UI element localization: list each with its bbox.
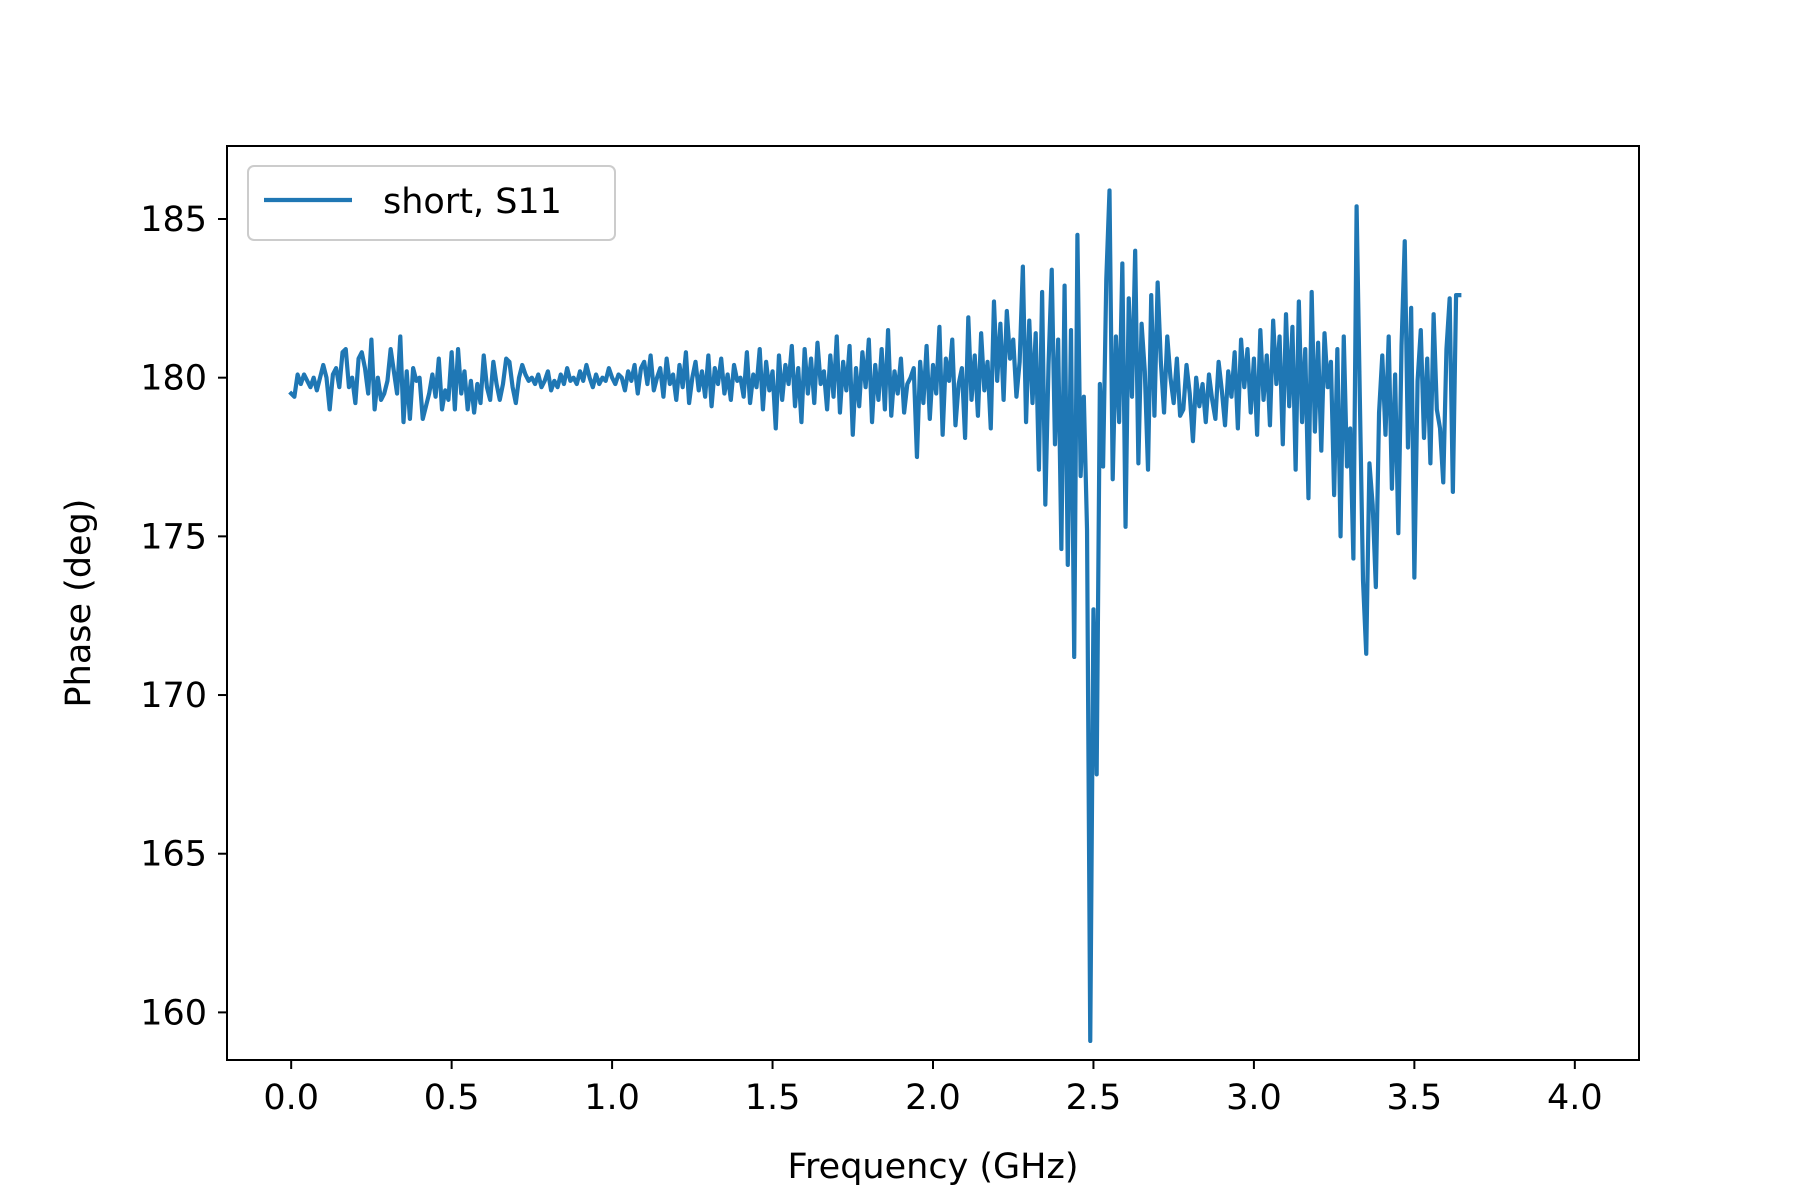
y-tick-label: 160 xyxy=(140,993,207,1033)
x-tick-label: 3.5 xyxy=(1387,1078,1443,1118)
y-tick-label: 180 xyxy=(140,359,207,399)
y-axis-ticks: 160 165 170 175 180 185 xyxy=(140,200,227,1033)
y-axis-label: Phase (deg) xyxy=(59,499,99,708)
y-tick-label: 165 xyxy=(140,835,207,875)
plot-area: 0.0 0.5 1.0 1.5 2.0 2.5 3.0 3.5 4.0 160 165 170 175… xyxy=(140,145,1640,1118)
y-tick-label: 185 xyxy=(140,200,207,240)
legend: short, S11 xyxy=(247,165,616,241)
x-axis-ticks: 0.0 0.5 1.0 1.5 2.0 2.5 3.0 3.5 4.0 xyxy=(263,1060,1603,1118)
x-tick-label: 2.5 xyxy=(1066,1078,1122,1118)
x-tick-label: 4.0 xyxy=(1547,1078,1603,1118)
x-tick-label: 3.0 xyxy=(1226,1078,1282,1118)
x-tick-label: 0.0 xyxy=(263,1078,319,1118)
y-tick-label: 170 xyxy=(140,676,207,716)
y-tick-label: 175 xyxy=(140,517,207,557)
x-axis-label: Frequency (GHz) xyxy=(787,1147,1078,1187)
x-tick-label: 0.5 xyxy=(424,1078,480,1118)
legend-label: short, S11 xyxy=(383,182,562,222)
axes-frame xyxy=(226,145,1640,1061)
series-line-short-s11 xyxy=(288,188,1462,1044)
x-tick-label: 2.0 xyxy=(905,1078,961,1118)
x-tick-label: 1.5 xyxy=(745,1078,801,1118)
x-tick-label: 1.0 xyxy=(584,1078,640,1118)
legend-box xyxy=(247,165,616,241)
